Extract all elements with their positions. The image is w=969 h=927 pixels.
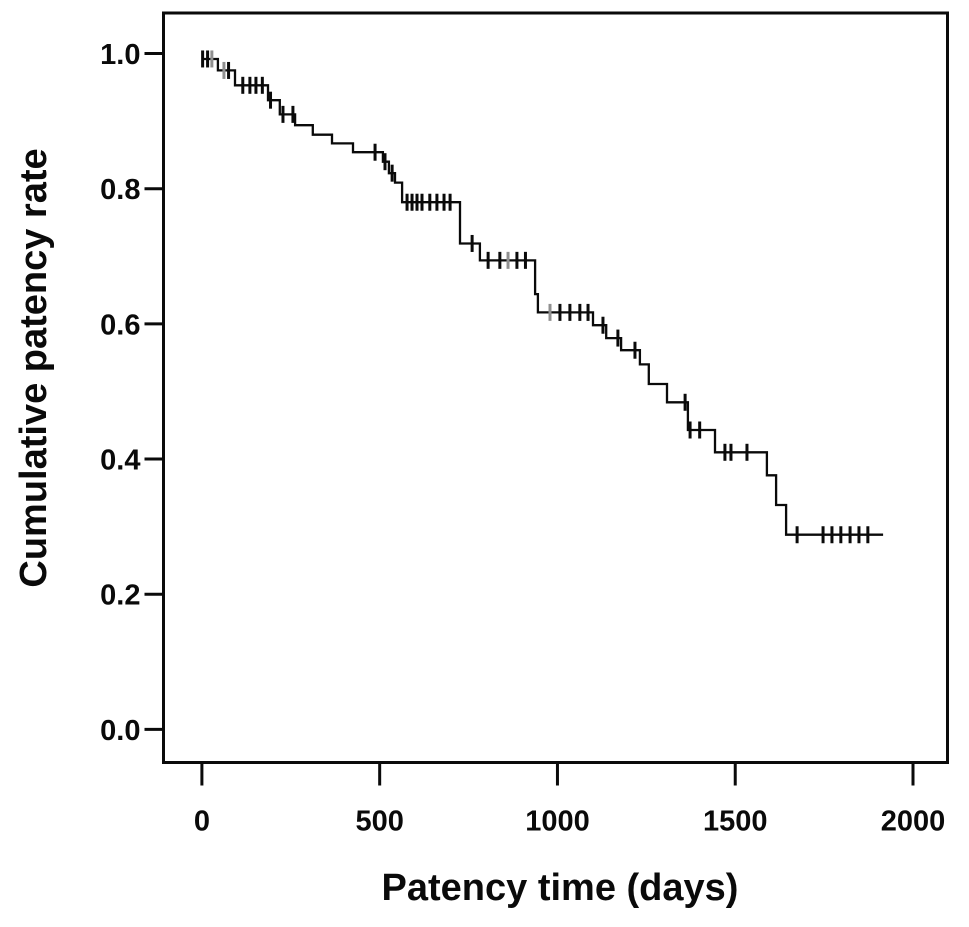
x-tick-label: 1500: [703, 806, 768, 838]
plot-frame: [162, 11, 949, 764]
x-tick-label: 500: [355, 806, 403, 838]
y-tick-label: 1.0: [100, 39, 140, 71]
y-tick-label: 0.0: [100, 715, 140, 747]
km-curve: [201, 57, 884, 536]
x-tick-label: 1000: [525, 806, 590, 838]
y-tick-label: 0.2: [100, 580, 140, 612]
y-axis-title: Cumulative patency rate: [13, 148, 55, 587]
y-tick-label: 0.8: [100, 174, 140, 206]
y-tick-label: 0.4: [100, 445, 140, 477]
y-axis-ticks: 1.0 0.8 0.6 0.4 0.2 0.0: [100, 39, 164, 747]
y-tick-label: 0.6: [100, 309, 140, 341]
x-axis-title: Patency time (days): [382, 867, 739, 909]
x-tick-label: 0: [194, 806, 210, 838]
censor-marks: [201, 50, 870, 544]
x-axis-ticks: 0 500 1000 1500 2000: [194, 762, 946, 838]
x-tick-label: 2000: [881, 806, 946, 838]
